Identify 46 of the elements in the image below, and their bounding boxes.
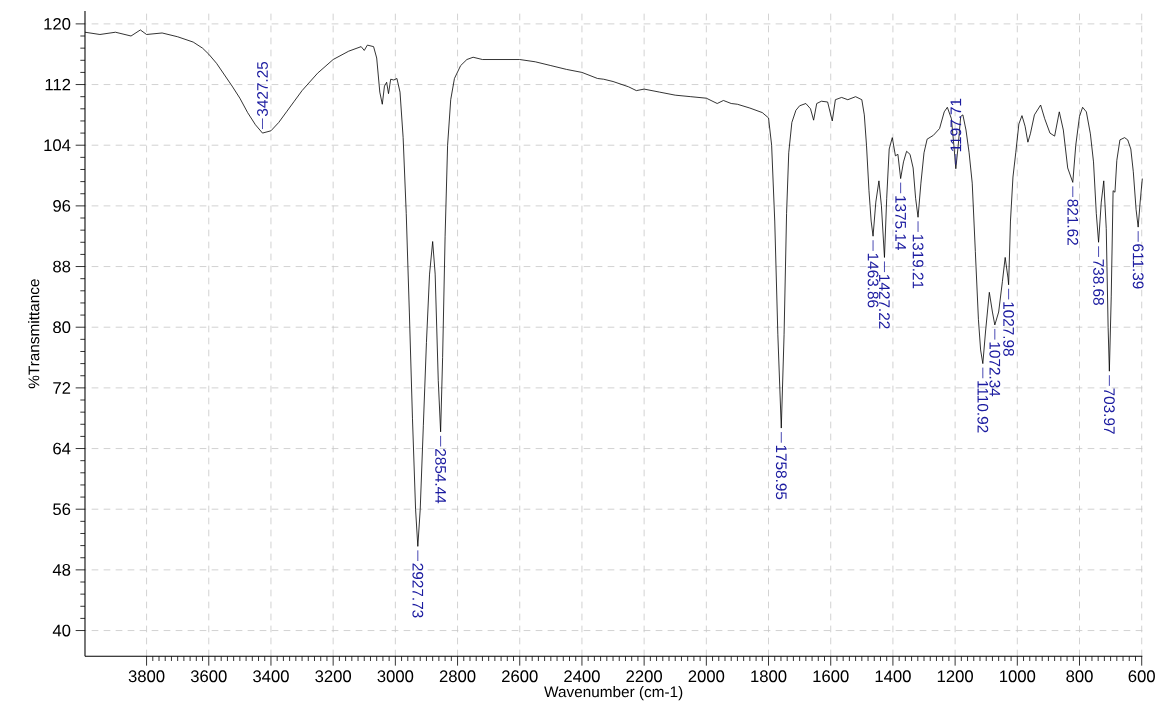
x-axis-title: Wavenumber (cm-1) — [544, 685, 683, 701]
y-tick-label: 96 — [53, 199, 71, 212]
x-tick-label: 1200 — [937, 670, 973, 683]
y-axis-title: %Transmittance — [28, 279, 40, 389]
x-tick-label: 2200 — [626, 670, 663, 683]
y-tick-label: 48 — [52, 563, 71, 576]
annotation: 1197.71 — [950, 98, 962, 152]
annotation: 1758.95 — [775, 445, 787, 500]
y-tick-label: 40 — [52, 624, 71, 637]
annotation: 1427.22 — [879, 275, 890, 329]
y-tick-label: 120 — [44, 17, 71, 30]
annotation: 611.39 — [1132, 244, 1144, 289]
y-tick-label: 64 — [53, 442, 71, 455]
annotation: 821.62 — [1067, 199, 1079, 245]
x-tick-label: 1400 — [875, 670, 911, 683]
annotation: 1463.86 — [867, 253, 879, 308]
x-tick-label: 3000 — [377, 670, 414, 683]
x-tick-label: 1800 — [751, 670, 787, 683]
y-tick-label: 80 — [53, 321, 71, 334]
x-tick-label: 2000 — [688, 670, 725, 683]
y-tick-label: 112 — [45, 78, 71, 91]
annotation: 1072.34 — [989, 342, 1001, 397]
annotation: 2854.44 — [435, 449, 447, 504]
annotation: 1110.92 — [977, 381, 989, 433]
annotation: 1027.98 — [1003, 302, 1015, 356]
x-tick-label: 3400 — [253, 670, 289, 683]
x-tick-label: 3200 — [315, 670, 352, 683]
annotation: 703.97 — [1103, 388, 1115, 434]
y-tick-label: 104 — [44, 139, 71, 152]
x-tick-label: 2600 — [502, 670, 538, 683]
annotation: 3427.25 — [257, 61, 268, 117]
x-tick-label: 600 — [1128, 670, 1155, 683]
annotation: 2927.73 — [412, 563, 424, 618]
annotation: 1319.21 — [912, 234, 924, 289]
x-tick-label: 3800 — [128, 670, 165, 683]
x-tick-label: 3600 — [190, 670, 227, 683]
x-tick-label: 1600 — [813, 670, 849, 683]
x-tick-label: 2400 — [564, 670, 600, 683]
y-tick-label: 88 — [53, 260, 71, 273]
x-tick-label: 2800 — [439, 670, 476, 683]
annotation: 1375.14 — [895, 196, 907, 250]
y-tick-label: 56 — [53, 503, 71, 516]
y-tick-label: 72 — [53, 382, 71, 394]
x-tick-label: 800 — [1066, 670, 1093, 683]
x-tick-label: 1000 — [1000, 670, 1036, 683]
annotation: 738.68 — [1093, 259, 1105, 305]
